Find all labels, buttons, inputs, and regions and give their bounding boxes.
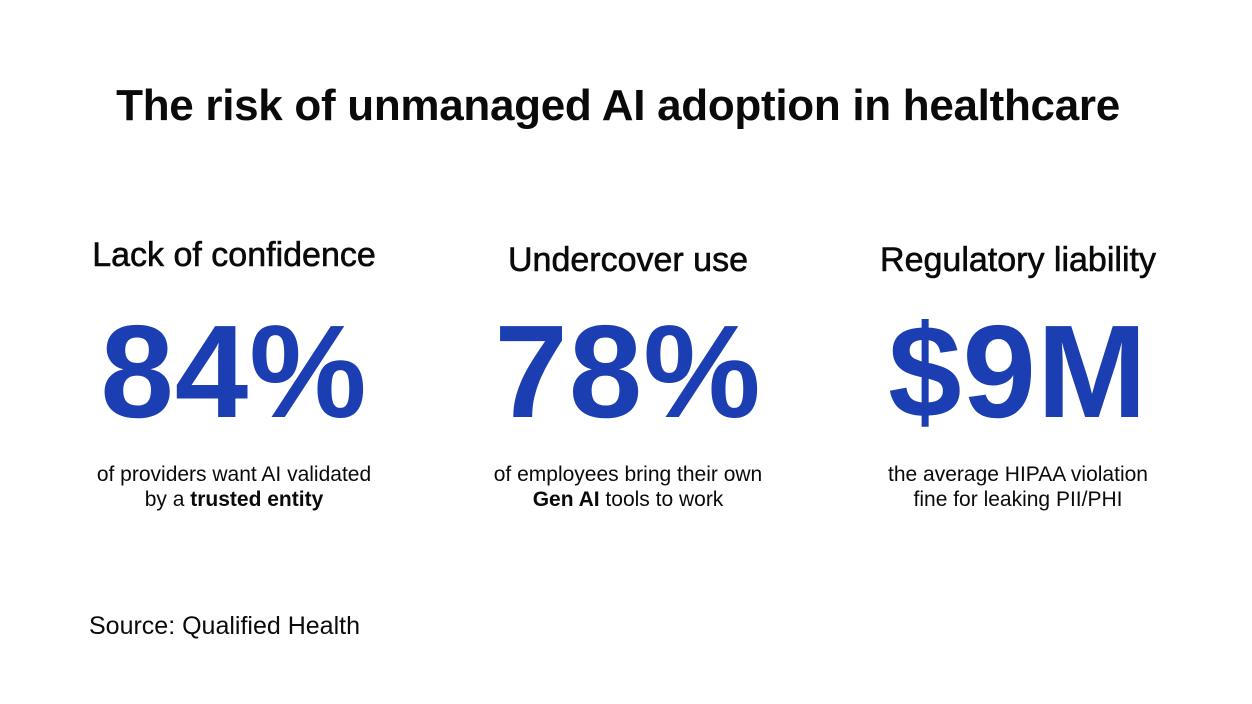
stat-value: $9M (888, 298, 1148, 445)
stat-value: 78% (494, 298, 762, 445)
stat-description-prefix: by a (144, 488, 191, 511)
stat-description-emphasis: Gen AI (532, 488, 600, 511)
stat-description: of employees bring their own Gen AI tool… (462, 462, 794, 512)
stat-description-line1: of providers want AI validated (96, 463, 372, 486)
stat-description-prefix: fine for leaking PII/PHI (913, 488, 1123, 511)
stat-heading: Lack of confidence (92, 236, 376, 275)
stat-card-regulatory: Regulatory liability $9M the average HIP… (852, 0, 1184, 704)
page-title: The risk of unmanaged AI adoption in hea… (116, 81, 1120, 130)
stat-value: 84% (100, 298, 368, 445)
stat-description-line1: of employees bring their own (493, 463, 763, 486)
stat-card-confidence: Lack of confidence 84% of providers want… (64, 0, 404, 704)
source-note: Source: Qualified Health (89, 612, 360, 640)
stat-heading: Regulatory liability (880, 241, 1157, 280)
stat-heading: Undercover use (507, 241, 749, 280)
stat-description-line1: the average HIPAA violation (888, 463, 1148, 486)
stat-description-emphasis: trusted entity (190, 488, 324, 511)
stat-card-undercover: Undercover use 78% of employees bring th… (462, 0, 794, 704)
stat-description-suffix: tools to work (599, 488, 724, 511)
stat-description: of providers want AI validated by a trus… (64, 462, 404, 512)
stat-description: the average HIPAA violation fine for lea… (852, 462, 1184, 512)
